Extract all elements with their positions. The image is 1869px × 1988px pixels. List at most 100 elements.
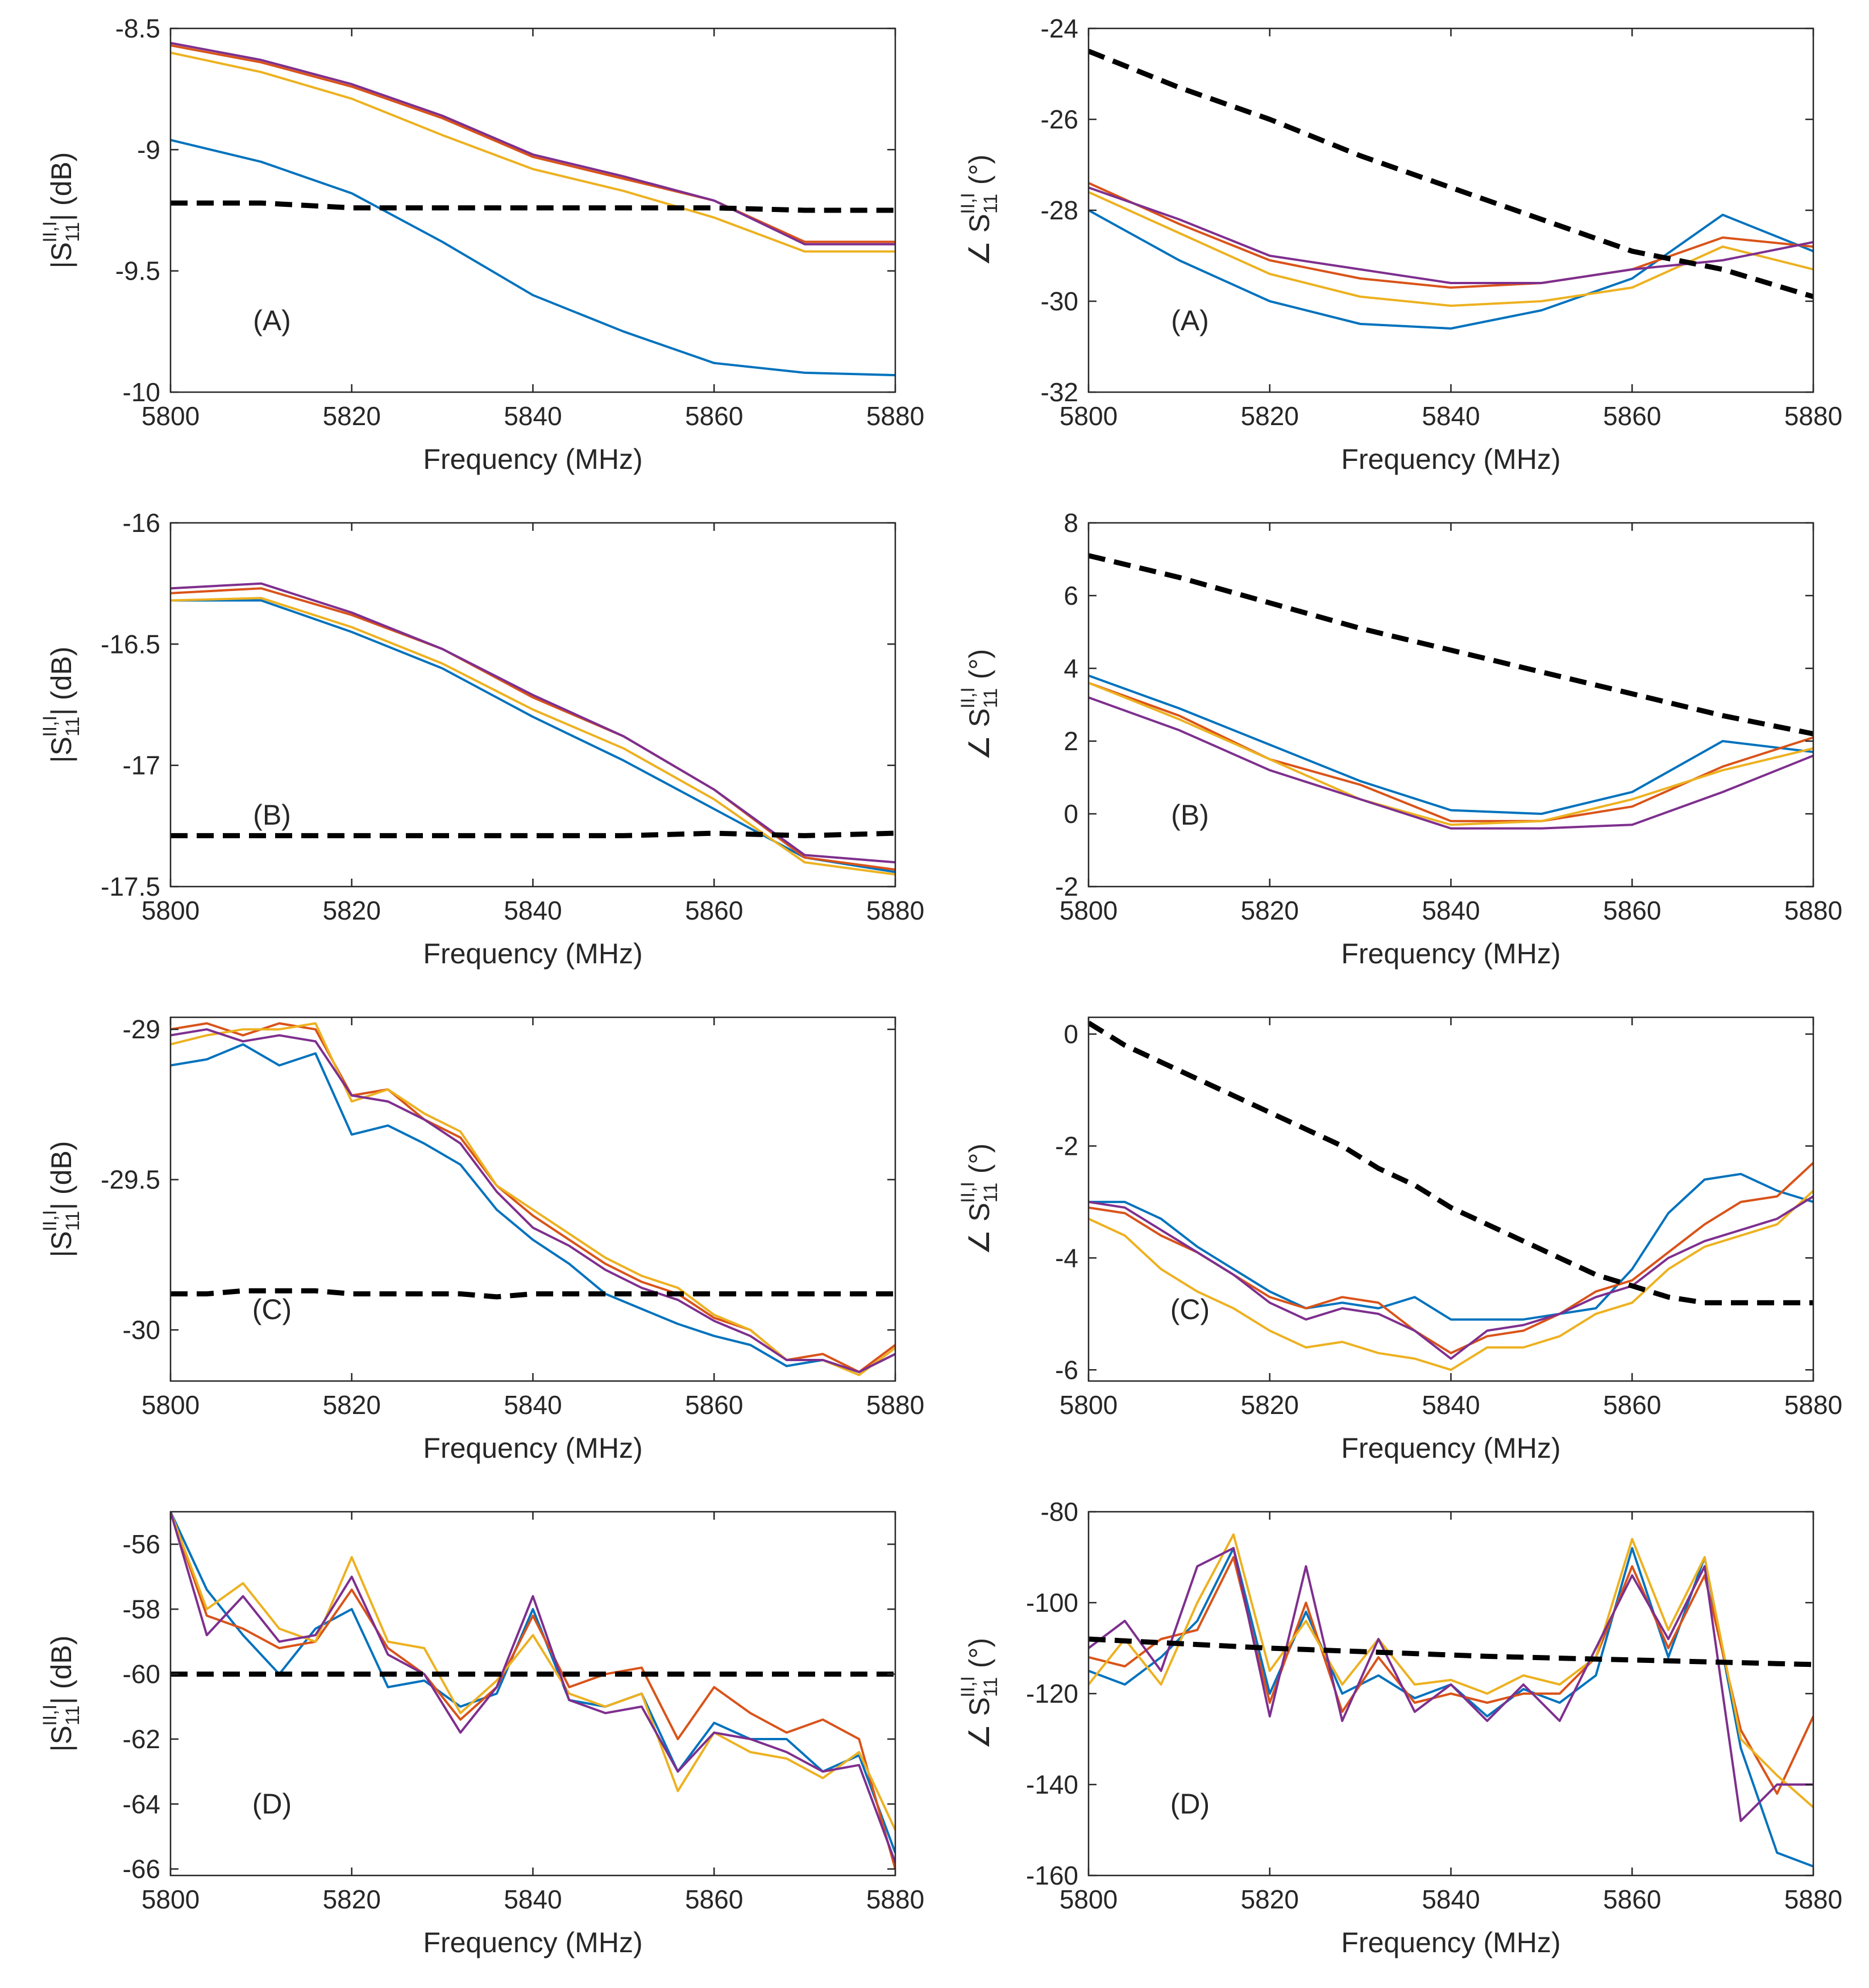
- x-tick-label: 5880: [1784, 1390, 1842, 1420]
- x-axis-title: Frequency (MHz): [1341, 1927, 1560, 1958]
- y-axis-title-suffix: (°): [963, 155, 995, 193]
- y-tick-label: -29: [123, 1014, 160, 1044]
- y-tick-label: -16: [123, 508, 160, 538]
- y-axis-title-suffix: (°): [963, 649, 995, 687]
- x-tick-label: 5800: [142, 1390, 200, 1420]
- chart-panel-D-mag: 5800 5820 5840 5860 5880 -66 -64 -62 -60 -58 -56 Fr…: [39, 1511, 924, 1958]
- y-tick-label: 2: [1064, 726, 1078, 756]
- series-line-3: [171, 1512, 895, 1831]
- panel-label: (B): [253, 799, 291, 831]
- y-tick-label: -30: [123, 1315, 160, 1345]
- y-axis-title-prefix: ∠ S: [963, 1697, 995, 1749]
- y-axis-title-sub: 11: [980, 1677, 1002, 1697]
- x-tick-label: 5880: [866, 401, 924, 431]
- y-tick-label: 0: [1064, 799, 1078, 829]
- y-axis-title-sup: II,I: [957, 193, 979, 214]
- x-tick-label: 5860: [1603, 401, 1661, 431]
- chart-panel-A-mag: 5800 5820 5840 5860 5880 -10 -9.5 -9 -8.5 Frequen…: [39, 14, 924, 475]
- chart-panel-C-mag: 5800 5820 5840 5860 5880 -30 -29.5 -29 Frequency…: [39, 1014, 924, 1464]
- series-line-4: [1089, 696, 1813, 830]
- x-axis-title: Frequency (MHz): [423, 938, 642, 970]
- y-axis-title-suffix: | (dB): [45, 647, 77, 716]
- y-axis-title-sup: II,I: [39, 716, 61, 737]
- chart-panel-A-phase: 5800 5820 5840 5860 5880 -32 -30 -28 -26 -24 Frequ…: [957, 14, 1842, 475]
- chart-panel-B-phase: 5800 5820 5840 5860 5880 -2 0 2 4 6 8 Frequency (MH…: [957, 508, 1842, 970]
- x-tick-label: 5840: [504, 401, 562, 431]
- series-line-model: [1089, 1020, 1813, 1305]
- y-axis-title-sup: II,I: [957, 1676, 979, 1698]
- x-axis-title: Frequency (MHz): [1341, 443, 1560, 475]
- series-line-3: [1089, 1190, 1813, 1371]
- y-axis-title-prefix: |S: [45, 242, 77, 268]
- y-axis-title-sup: II,I: [957, 1182, 979, 1203]
- y-tick-label: -66: [123, 1854, 160, 1884]
- y-axis-title: ∠ S11II,I (°): [957, 1638, 1002, 1749]
- y-axis-title-prefix: ∠ S: [963, 1203, 995, 1255]
- series-line-3: [1089, 681, 1813, 826]
- y-tick-label: -80: [1041, 1497, 1078, 1527]
- x-tick-label: 5800: [1060, 1885, 1118, 1914]
- series-line-3: [171, 51, 895, 253]
- chart-panel-C-phase: 5800 5820 5840 5860 5880 -6 -4 -2 0 Frequency (MH…: [957, 1016, 1842, 1464]
- y-axis-title-prefix: |S: [45, 737, 77, 763]
- y-tick-label: 0: [1064, 1020, 1078, 1049]
- x-tick-label: 5820: [323, 401, 381, 431]
- x-axis-title: Frequency (MHz): [423, 1927, 642, 1958]
- y-tick-label: -4: [1055, 1243, 1078, 1272]
- panel-label: (A): [253, 305, 291, 336]
- y-tick-label: -8.5: [115, 14, 160, 43]
- y-tick-label: -120: [1026, 1679, 1078, 1708]
- y-axis-title-suffix: (°): [963, 1638, 995, 1676]
- x-tick-label: 5880: [1784, 896, 1842, 925]
- chart-panel-D-phase: 5800 5820 5840 5860 5880 -160 -140 -120 -100 -80 F…: [957, 1497, 1842, 1958]
- y-tick-label: -2: [1055, 1131, 1078, 1161]
- y-tick-label: -30: [1041, 286, 1078, 316]
- y-axis-title: ∠ S11II,I (°): [957, 155, 1002, 266]
- series-line-1: [1089, 209, 1813, 330]
- x-tick-label: 5880: [866, 1390, 924, 1420]
- y-tick-label: -28: [1041, 196, 1078, 225]
- y-tick-label: -29.5: [101, 1165, 160, 1195]
- x-axis-title: Frequency (MHz): [1341, 938, 1560, 970]
- y-tick-label: -2: [1055, 872, 1078, 901]
- panel-label: (C): [252, 1294, 292, 1325]
- panel-label: (D): [1170, 1788, 1210, 1820]
- x-tick-label: 5840: [504, 1390, 562, 1420]
- x-tick-label: 5880: [866, 896, 924, 925]
- x-tick-label: 5820: [323, 1885, 381, 1914]
- x-tick-label: 5800: [1060, 1390, 1118, 1420]
- y-axis-title-sub: 11: [62, 717, 84, 737]
- panel-label: (A): [1171, 305, 1209, 336]
- x-tick-label: 5820: [323, 896, 381, 925]
- y-axis-title-prefix: |S: [45, 1231, 77, 1257]
- series-line-4: [171, 1028, 895, 1374]
- y-tick-label: -9: [137, 135, 160, 164]
- y-tick-label: -16.5: [101, 629, 160, 659]
- y-tick-label: -100: [1026, 1588, 1078, 1617]
- x-tick-label: 5860: [685, 896, 743, 925]
- series-line-2: [1089, 182, 1813, 289]
- series-line-4: [1089, 1547, 1813, 1822]
- y-tick-label: -58: [123, 1594, 160, 1624]
- y-axis-title-suffix: | (dB): [45, 152, 77, 221]
- y-tick-label: 6: [1064, 581, 1078, 610]
- y-tick-label: -24: [1041, 14, 1078, 43]
- y-axis-title-sup: II,I: [39, 1704, 61, 1726]
- x-tick-label: 5800: [1060, 401, 1118, 431]
- x-tick-label: 5820: [1241, 401, 1299, 431]
- x-tick-label: 5860: [685, 1390, 743, 1420]
- x-axis-title: Frequency (MHz): [423, 443, 642, 475]
- y-axis-title: |S11II,I| (dB): [39, 1141, 84, 1258]
- y-axis-title-sup: II,I: [957, 687, 979, 709]
- series-line-1: [171, 1043, 895, 1374]
- y-axis-title: |S11II,I| (dB): [39, 647, 84, 763]
- y-tick-label: -64: [123, 1789, 160, 1819]
- x-tick-label: 5820: [1241, 1885, 1299, 1914]
- y-axis-title-prefix: |S: [45, 1725, 77, 1752]
- series-line-1: [1089, 1172, 1813, 1321]
- series-line-1: [1089, 674, 1813, 815]
- series-line-3: [171, 597, 895, 876]
- series-line-model: [171, 200, 895, 213]
- y-tick-label: -9.5: [115, 256, 160, 286]
- series-line-4: [1089, 1195, 1813, 1360]
